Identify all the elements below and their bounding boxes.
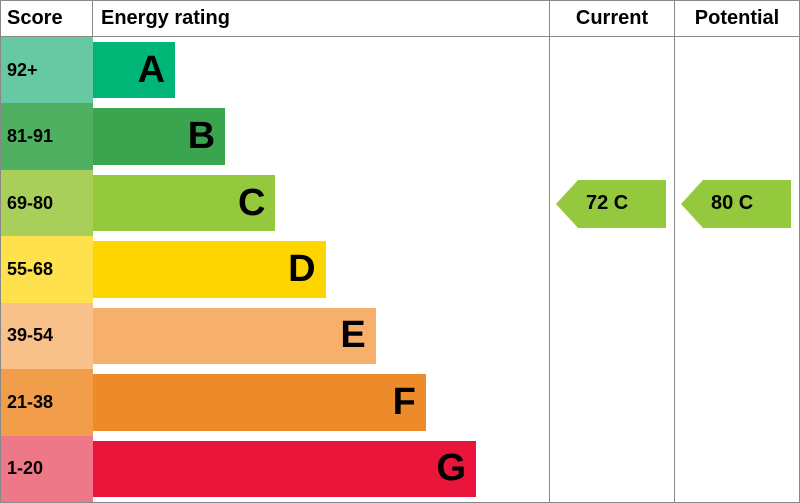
bar-row-c: C: [93, 170, 549, 236]
rating-bar-g: G: [93, 441, 476, 497]
header-current: Current: [549, 1, 674, 36]
rating-bar-b: B: [93, 108, 225, 164]
epc-chart: Score Energy rating Current Potential 92…: [0, 0, 800, 503]
score-range-a: 92+: [1, 37, 93, 103]
bar-row-e: E: [93, 303, 549, 369]
header-score: Score: [1, 1, 93, 36]
bar-row-b: B: [93, 103, 549, 169]
chart-body: 92+81-9169-8055-6839-5421-381-20 ABCDEFG…: [1, 37, 799, 502]
header-potential: Potential: [674, 1, 799, 36]
score-column: 92+81-9169-8055-6839-5421-381-20: [1, 37, 93, 502]
current-column: 72 C: [549, 37, 674, 502]
score-range-f: 21-38: [1, 369, 93, 435]
rating-bar-d: D: [93, 241, 326, 297]
bar-row-f: F: [93, 369, 549, 435]
rating-bar-f: F: [93, 374, 426, 430]
score-range-c: 69-80: [1, 170, 93, 236]
header-rating: Energy rating: [93, 1, 549, 36]
bar-row-a: A: [93, 37, 549, 103]
potential-badge: 80 C: [681, 180, 791, 228]
score-range-e: 39-54: [1, 303, 93, 369]
rating-bar-e: E: [93, 308, 376, 364]
bar-row-g: G: [93, 436, 549, 502]
current-badge: 72 C: [556, 180, 666, 228]
bars-column: ABCDEFG: [93, 37, 549, 502]
score-range-b: 81-91: [1, 103, 93, 169]
bar-row-d: D: [93, 236, 549, 302]
potential-column: 80 C: [674, 37, 799, 502]
potential-badge-label: 80 C: [681, 192, 753, 215]
score-range-d: 55-68: [1, 236, 93, 302]
rating-bar-c: C: [93, 175, 275, 231]
header-row: Score Energy rating Current Potential: [1, 1, 799, 37]
rating-bar-a: A: [93, 42, 175, 98]
score-range-g: 1-20: [1, 436, 93, 502]
current-badge-label: 72 C: [556, 192, 628, 215]
